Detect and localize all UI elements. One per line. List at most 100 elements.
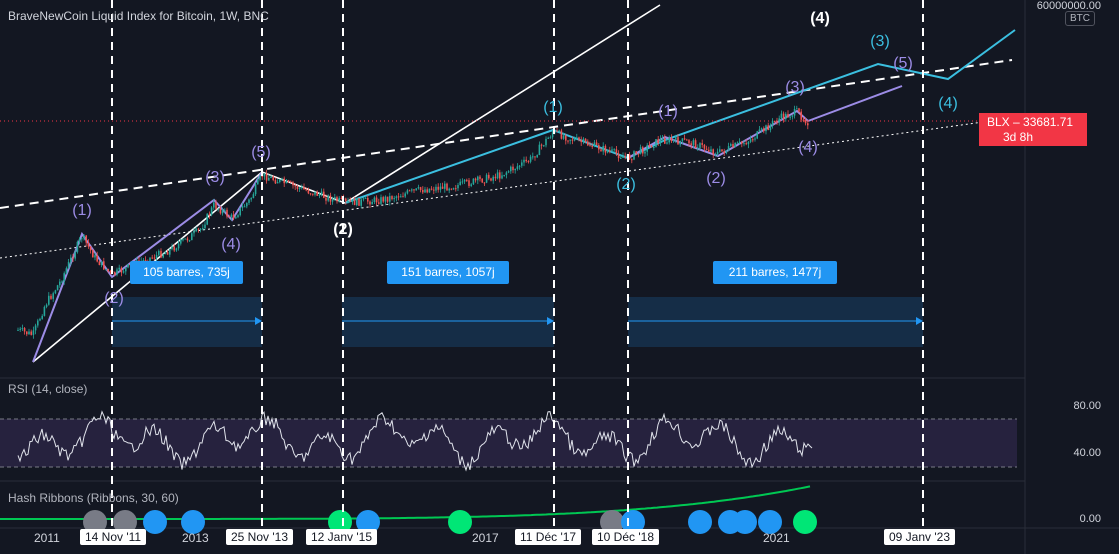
wave-label[interactable]: (4) [221, 236, 241, 253]
candle-body [228, 216, 230, 218]
rsi-axis-40: 40.00 [1073, 447, 1101, 459]
candle-body [41, 315, 43, 319]
candle-body [100, 261, 103, 266]
candle-body [466, 179, 468, 181]
candle-body [523, 159, 525, 163]
candle-body [59, 281, 61, 286]
wave-label[interactable]: (5) [251, 144, 271, 161]
candle-body [356, 198, 358, 206]
candle-body [351, 199, 354, 202]
candle-body [699, 143, 701, 148]
wave-label[interactable]: (1) [543, 99, 563, 116]
candle-body [70, 257, 72, 262]
candle-body [285, 180, 288, 184]
candle-body [529, 156, 532, 162]
candle-body [727, 146, 730, 151]
candle-body [195, 228, 197, 232]
candle-body [127, 264, 129, 268]
date-label-marker: 10 Déc '18 [592, 529, 659, 545]
wave-label[interactable]: (4) [938, 95, 958, 112]
candle-body [180, 239, 182, 244]
currency-badge[interactable]: BTC [1065, 11, 1095, 26]
candle-body [807, 123, 809, 126]
candle-body [536, 155, 538, 158]
range-label-2[interactable]: 151 barres, 1057j [387, 261, 509, 284]
candle-body [435, 186, 437, 191]
candle-body [408, 190, 411, 192]
candle-body [268, 177, 270, 181]
candle-body [193, 231, 195, 234]
range-label-3[interactable]: 211 barres, 1477j [713, 261, 837, 284]
candle-body [78, 238, 81, 242]
wave-label[interactable]: (3) [205, 169, 225, 186]
candle-body [730, 143, 732, 147]
candle-body [538, 144, 541, 156]
candle-body [67, 261, 70, 269]
wave-label[interactable]: (1) [72, 202, 92, 219]
candle-body [679, 141, 681, 145]
candle-body [312, 193, 314, 195]
candle-body [17, 329, 19, 331]
candle-body [490, 178, 492, 181]
candle-body [149, 257, 151, 263]
candle-body [765, 125, 767, 132]
candle-body [417, 187, 420, 189]
rsi-label[interactable]: RSI (14, close) [8, 382, 88, 396]
wave-label[interactable]: (2) [333, 221, 353, 238]
candle-body [345, 198, 347, 201]
candle-body [329, 195, 332, 202]
candle-body [697, 147, 699, 149]
wave-label[interactable]: (4) [810, 10, 830, 27]
candle-body [281, 178, 283, 180]
candle-body [463, 179, 466, 182]
candle-body [276, 182, 279, 184]
candle-body [752, 139, 754, 141]
wave-label[interactable]: (2) [706, 170, 726, 187]
range-label-1[interactable]: 105 barres, 735j [130, 261, 243, 284]
wave-label[interactable]: (5) [893, 55, 913, 72]
candle-body [254, 184, 257, 195]
candle-body [259, 175, 261, 180]
candle-body [404, 193, 406, 197]
candle-body [378, 202, 380, 204]
candle-body [232, 214, 235, 219]
wave-label[interactable]: (1) [658, 103, 678, 120]
candle-body [338, 197, 340, 202]
candle-body [28, 331, 30, 335]
candle-body [624, 156, 626, 158]
date-label: 2013 [182, 531, 209, 545]
candle-body [391, 196, 393, 200]
candle-body [340, 197, 343, 199]
candle-body [686, 139, 688, 141]
wave-label[interactable]: (2) [616, 176, 636, 193]
candle-body [380, 197, 382, 204]
candle-body [419, 187, 422, 191]
wave-label[interactable]: (3) [785, 79, 805, 96]
candle-body [164, 252, 167, 255]
candle-body [309, 193, 312, 195]
hash-ribbons-label[interactable]: Hash Ribbons (Ribbons, 30, 60) [8, 491, 179, 505]
rsi-line [17, 410, 813, 472]
candle-body [369, 201, 371, 205]
hash-ribbon-signal [621, 510, 645, 534]
wave-label[interactable]: (2) [104, 290, 124, 307]
candle-body [358, 198, 360, 206]
candle-body [226, 209, 228, 217]
rsi-polyline [17, 410, 813, 472]
wave-label[interactable]: (4) [798, 139, 818, 156]
candle-body [738, 141, 741, 143]
candle-body [600, 149, 602, 152]
candle-body [743, 143, 745, 145]
candle-body [105, 268, 107, 270]
date-label: 2011 [34, 531, 60, 545]
price-tag-symbol: BLX [987, 115, 1010, 129]
candle-body [758, 129, 761, 132]
candle-body [362, 198, 365, 200]
candle-body [23, 328, 26, 332]
candle-body [166, 252, 169, 255]
wave-label[interactable]: (3) [870, 33, 890, 50]
candle-body [279, 179, 281, 183]
candle-body [261, 175, 263, 177]
candle-body [703, 144, 706, 149]
